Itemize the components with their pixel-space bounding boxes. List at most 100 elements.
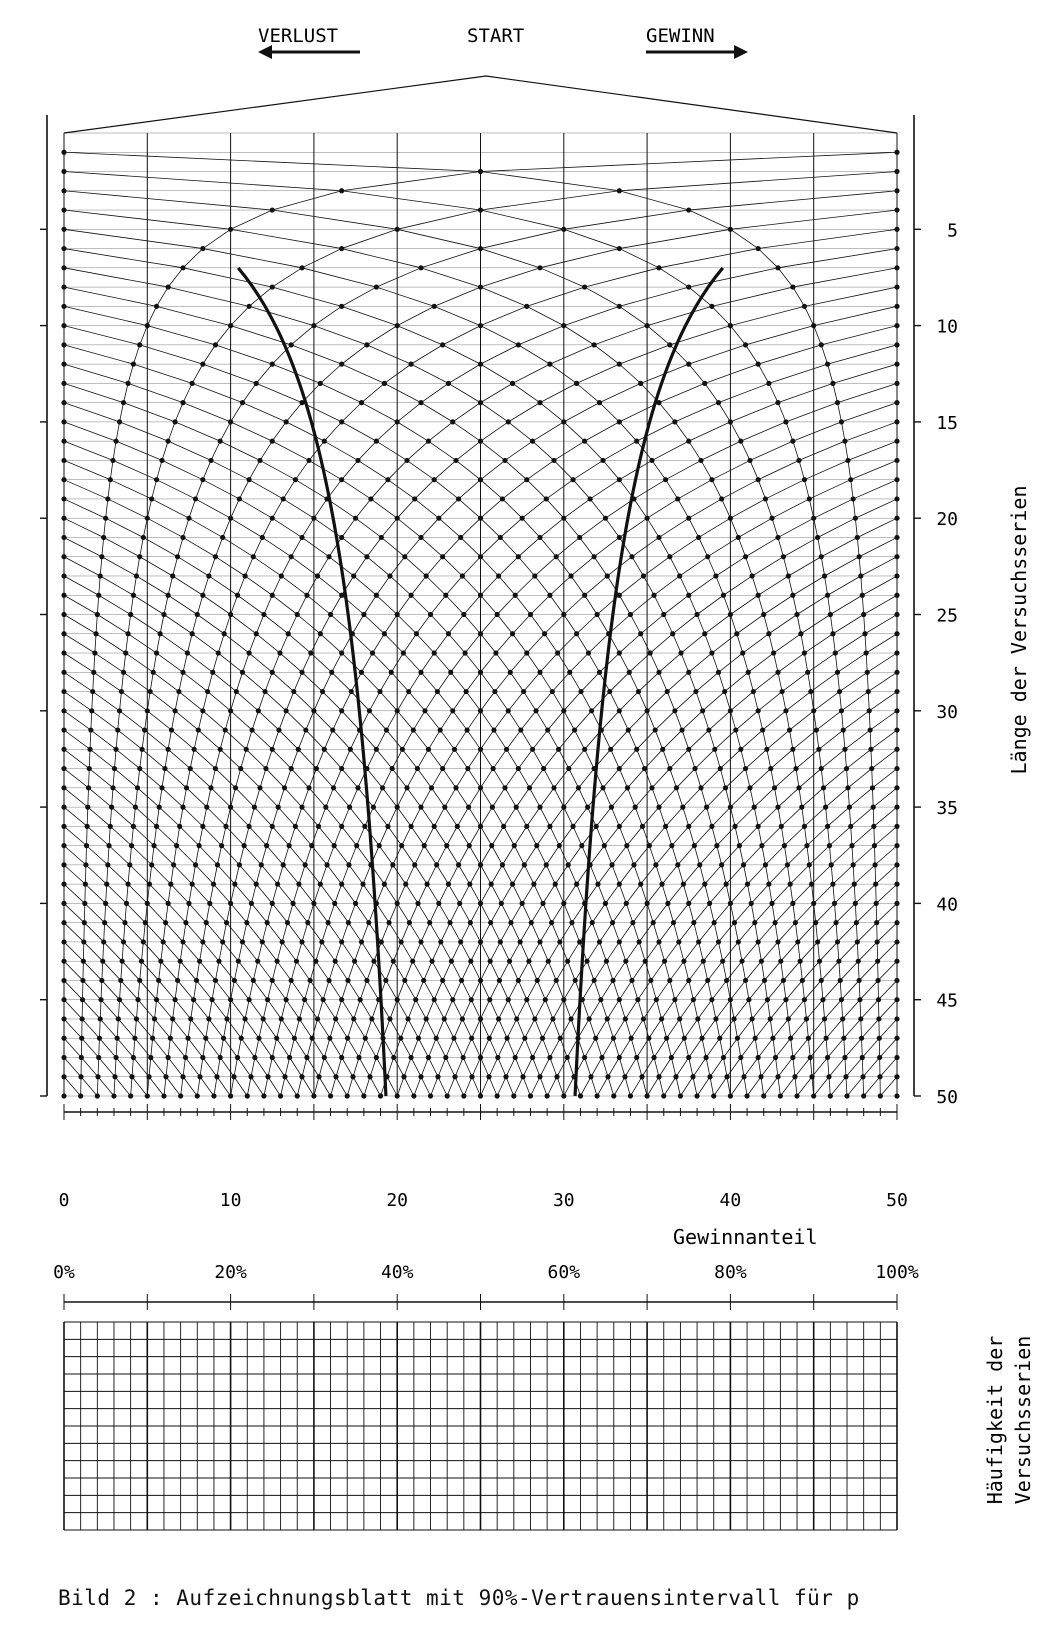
win-edge [234,980,250,1000]
win-edge [711,999,717,1020]
lattice-node [477,669,484,675]
loss-edge [91,691,94,711]
loss-edge [553,768,570,789]
lattice-node [565,958,571,964]
lattice-node [183,920,189,926]
win-edge [718,941,724,962]
win-edge [743,864,748,885]
win-edge [662,749,671,769]
lattice-node [371,958,377,964]
loss-edge [107,479,111,499]
win-edge [740,1057,745,1077]
win-edge [341,363,385,384]
win-edge [133,826,155,846]
loss-edge [216,1057,221,1077]
loss-edge [599,652,620,673]
lattice-node [220,939,226,945]
win-edge [658,672,668,692]
win-edge [242,402,287,423]
loss-edge [423,961,433,981]
lattice-node [366,708,373,714]
loss-edge [146,306,157,326]
win-edge [240,1037,256,1058]
lattice-node [248,1074,254,1080]
loss-edge [489,941,501,962]
lattice-node [319,688,326,695]
win-edge [655,864,663,885]
lattice-node [875,958,881,964]
lattice-node [875,997,882,1003]
loss-edge [402,729,414,750]
win-edge [533,883,544,904]
lattice-node [61,149,67,155]
win-edge [116,1037,134,1058]
lattice-node [110,457,116,464]
loss-edge [605,883,620,904]
lattice-node [304,592,310,598]
loss-edge [97,1057,100,1077]
win-edge [757,248,779,269]
lattice-node [526,958,532,964]
loss-edge [386,710,398,731]
win-edge [820,980,824,1000]
loss-edge [631,960,646,981]
win-edge [730,421,742,442]
win-edge [147,710,172,731]
loss-edge [832,864,854,885]
lattice-node [801,477,808,483]
loss-edge [417,883,428,904]
win-edge [558,749,570,769]
win-edge [515,806,528,827]
lattice-node [857,997,863,1003]
lattice-node [678,650,684,656]
lattice-node [174,554,181,560]
lattice-node [550,1016,556,1022]
loss-edge [630,594,655,615]
lattice-node [813,727,819,733]
win-edge [760,1076,765,1097]
win-edge [193,749,216,769]
win-edge [311,1038,325,1058]
lattice-node [236,862,242,868]
loss-edge [553,440,585,461]
win-edge [341,999,355,1020]
loss-edge [174,980,178,1000]
lattice-node [323,804,329,810]
lattice-node [552,881,558,887]
win-edge [176,845,196,866]
win-edge [588,652,600,673]
win-edge [139,768,163,789]
win-edge [424,710,441,731]
win-edge [867,691,870,711]
loss-edge [466,710,481,731]
win-edge [817,941,820,962]
confidence-upper-curve [573,266,725,1097]
lattice-node [830,881,836,887]
win-edge [792,1057,796,1077]
win-edge [679,575,690,596]
lattice-node [61,207,67,213]
lattice-node [575,785,582,791]
win-edge [868,710,871,731]
lattice-node [212,554,219,560]
win-edge [413,729,429,750]
loss-edge [570,556,595,577]
win-edge [341,190,481,211]
lattice-node [434,862,440,868]
win-edge [115,1057,133,1077]
loss-edge [551,903,565,923]
lattice-node [458,534,464,541]
lattice-node [496,1016,502,1022]
lattice-node [529,438,536,444]
loss-edge [568,749,585,769]
lattice-node [299,804,305,810]
lattice-node [162,765,168,772]
win-edge [420,402,453,423]
loss-edge [226,999,231,1020]
loss-edge [453,1018,463,1039]
loss-edge [106,864,109,885]
lattice-node [113,1054,119,1061]
win-edge [568,768,579,789]
loss-edge [563,787,579,808]
loss-edge [523,672,541,692]
